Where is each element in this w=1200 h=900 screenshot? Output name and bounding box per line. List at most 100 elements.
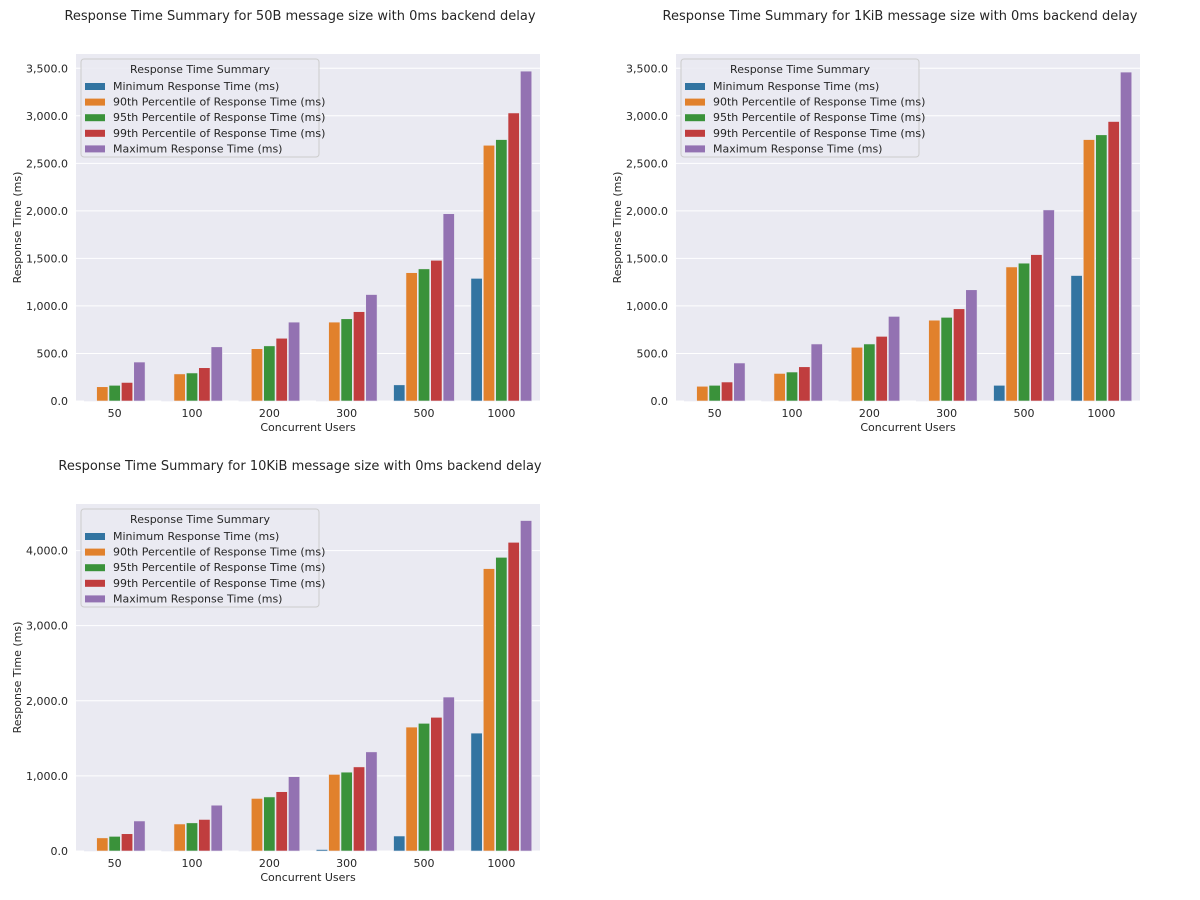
bar-5-500	[1042, 209, 1055, 402]
legend-box	[680, 58, 920, 158]
legend-swatch-1	[85, 533, 105, 540]
x-tick-label: 50	[108, 857, 122, 870]
x-tick-label: 300	[936, 407, 957, 420]
bar-3-500	[418, 723, 430, 852]
bar-2-50	[696, 385, 709, 402]
x-tick-label: 50	[108, 407, 122, 420]
bar-3-500	[1018, 262, 1030, 402]
legend-swatch-4	[85, 579, 105, 587]
legend-title: Response Time Summary	[130, 513, 270, 526]
bar-4-300	[353, 766, 366, 852]
x-tick-label: 300	[336, 407, 357, 420]
legend-label-3: 95th Percentile of Response Time (ms)	[713, 111, 925, 124]
bar-3-200	[863, 343, 876, 402]
bar-5-50	[733, 362, 746, 402]
legend-box	[80, 58, 320, 158]
y-tick-label: 4,000.0	[26, 545, 68, 558]
legend-swatch-4	[685, 129, 705, 137]
bar-4-100	[798, 366, 811, 402]
bar-2-1000	[482, 568, 495, 852]
bar-4-50	[721, 381, 734, 402]
legend-label-2: 90th Percentile of Response Time (ms)	[113, 546, 325, 559]
bar-4-1000	[1107, 121, 1120, 402]
bar-3-1000	[1095, 134, 1108, 402]
bar-1-1000	[1070, 275, 1083, 402]
legend-label-1: Minimum Response Time (ms)	[113, 530, 279, 543]
legend-swatch-2	[85, 98, 105, 106]
chart-title: Response Time Summary for 50B message si…	[64, 9, 535, 24]
bar-2-500	[1005, 266, 1018, 402]
legend-swatch-5	[85, 145, 105, 153]
x-axis-label: Concurrent Users	[260, 421, 356, 434]
bar-5-1000	[520, 70, 533, 402]
y-tick-label: 2,500.0	[626, 157, 668, 170]
bar-2-300	[928, 319, 941, 402]
bar-4-200	[875, 336, 888, 402]
legend-label-3: 95th Percentile of Response Time (ms)	[113, 561, 325, 574]
y-tick-label: 2,000.0	[26, 205, 68, 218]
bar-2-300	[328, 774, 341, 852]
legend-label-2: 90th Percentile of Response Time (ms)	[713, 96, 925, 109]
bar-2-100	[173, 373, 186, 402]
y-tick-label: 2,000.0	[26, 695, 68, 708]
bar-3-300	[940, 317, 953, 402]
y-tick-label: 0.0	[651, 395, 669, 408]
y-tick-label: 2,500.0	[26, 157, 68, 170]
x-tick-label: 100	[182, 407, 203, 420]
x-tick-label: 1000	[487, 857, 515, 870]
legend-swatch-5	[685, 145, 705, 153]
bar-5-300	[365, 751, 378, 852]
x-tick-label: 300	[336, 857, 357, 870]
bar-3-50	[108, 836, 121, 852]
y-tick-label: 0.0	[51, 395, 69, 408]
bar-4-50	[121, 382, 134, 402]
bar-5-500	[442, 213, 455, 402]
x-tick-label: 100	[182, 857, 203, 870]
bar-2-300	[328, 321, 341, 402]
chart-title: Response Time Summary for 10KiB message …	[58, 459, 542, 474]
legend-label-1: Minimum Response Time (ms)	[113, 80, 279, 93]
legend-title: Response Time Summary	[730, 63, 870, 76]
bar-4-100	[198, 819, 211, 852]
bar-5-200	[888, 316, 901, 402]
bar-2-500	[405, 272, 418, 402]
bar-3-1000	[495, 139, 508, 402]
bar-4-500	[430, 717, 443, 852]
bar-4-1000	[507, 112, 520, 402]
bar-5-300	[965, 289, 978, 402]
bar-3-200	[263, 796, 276, 852]
legend: Response Time Summary Minimum Response Ti…	[80, 58, 325, 158]
bar-3-200	[263, 345, 276, 402]
legend-swatch-2	[685, 98, 705, 106]
bar-1-500	[393, 835, 406, 852]
y-tick-label: 3,500.0	[26, 62, 68, 75]
y-tick-label: 1,000.0	[26, 300, 68, 313]
bar-3-50	[708, 385, 721, 402]
bar-1-1000	[470, 278, 483, 402]
legend-swatch-5	[85, 595, 105, 603]
legend-label-2: 90th Percentile of Response Time (ms)	[113, 96, 325, 109]
bar-3-1000	[495, 557, 508, 852]
x-tick-label: 200	[259, 857, 280, 870]
bar-5-50	[133, 820, 146, 852]
legend-label-5: Maximum Response Time (ms)	[113, 592, 282, 605]
legend-swatch-2	[85, 548, 105, 556]
chart-panel-1: Response Time Summary for 50B message si…	[11, 9, 540, 434]
chart-panel-2: Response Time Summary for 1KiB message s…	[611, 9, 1140, 434]
x-tick-label: 500	[414, 407, 435, 420]
x-tick-label: 500	[414, 857, 435, 870]
bar-4-300	[353, 311, 366, 402]
y-tick-label: 0.0	[51, 845, 69, 858]
bar-4-200	[275, 337, 288, 402]
legend-label-1: Minimum Response Time (ms)	[713, 80, 879, 93]
bar-1-300	[315, 849, 328, 852]
bar-5-200	[288, 321, 301, 402]
bar-2-100	[773, 373, 786, 402]
y-tick-label: 1,500.0	[626, 252, 668, 265]
legend-label-4: 99th Percentile of Response Time (ms)	[713, 127, 925, 140]
y-axis-label: Response Time (ms)	[11, 622, 24, 734]
legend-label-4: 99th Percentile of Response Time (ms)	[113, 577, 325, 590]
legend-title: Response Time Summary	[130, 63, 270, 76]
bar-2-500	[405, 726, 418, 852]
y-tick-label: 500.0	[637, 347, 669, 360]
